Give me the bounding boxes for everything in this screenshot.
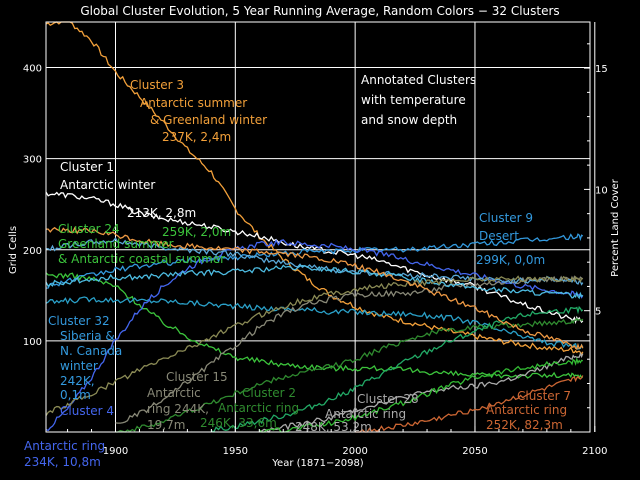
cluster-annotation-line: Antarctic ring bbox=[486, 403, 567, 417]
series-line-cluster-9 bbox=[45, 233, 584, 289]
cluster-annotation-line: Cluster 9 bbox=[479, 211, 533, 225]
annotation-box-line: with temperature bbox=[361, 93, 466, 107]
x-tick-label: 2050 bbox=[462, 446, 487, 457]
series-line-cluster-3 bbox=[45, 21, 584, 356]
annotation-layer: Annotated Clusters with temperature and sn… bbox=[24, 73, 571, 469]
cluster-annotation-line: Antarctic ring bbox=[24, 439, 105, 453]
cluster-annotation-line: 252K, 82,3m bbox=[486, 418, 563, 432]
series-line-cluster-32 bbox=[45, 296, 584, 350]
grid-layer bbox=[46, 22, 596, 432]
y2-tick-label: 10 bbox=[595, 185, 608, 196]
cluster-annotation-line: Cluster 2 bbox=[242, 386, 296, 400]
annotation-box-line: and snow depth bbox=[361, 113, 457, 127]
cluster-annotation-line: Cluster 4 bbox=[60, 404, 114, 418]
x-tick-label: 2000 bbox=[342, 446, 367, 457]
cluster-annotation-line: Siberia & bbox=[60, 329, 115, 343]
x-tick-label: 1950 bbox=[223, 446, 248, 457]
axes-layer: 1900 1950 2000 2050 2100 100 200 300 400 5 10 15 bbox=[23, 21, 608, 457]
series-line-unlabeled bbox=[45, 275, 583, 416]
series-layer bbox=[45, 21, 584, 433]
annotation-box-line: Annotated Clusters bbox=[361, 73, 476, 87]
x-tick-label: 2100 bbox=[582, 446, 607, 457]
cluster-annotation-line: Cluster 1 bbox=[60, 160, 114, 174]
cluster-annotation-line: N. Canada bbox=[60, 344, 122, 358]
x-tick-label: 1900 bbox=[103, 446, 128, 457]
cluster-annotation-line: Antarctic ring bbox=[218, 401, 299, 415]
cluster-annotation-line: Antarctic summer bbox=[140, 96, 247, 110]
cluster-annotation-line: 19,7m bbox=[147, 418, 185, 432]
y-tick-label: 200 bbox=[23, 246, 42, 257]
cluster-annotation-line: Cluster 3 bbox=[130, 78, 184, 92]
plot-frame bbox=[45, 21, 591, 433]
cluster-annotation-line: 234K, 10,8m bbox=[24, 455, 101, 469]
cluster-annotation-line: & Greenland winter bbox=[150, 113, 267, 127]
cluster-annotation-line: Cluster 24 bbox=[58, 222, 120, 236]
series-line-cluster-28 bbox=[259, 351, 584, 433]
series-line-unlabeled bbox=[45, 264, 584, 300]
cluster-annotation-line: 248K, 53,2m bbox=[295, 420, 372, 434]
cluster-annotation-line: Antarctic ring bbox=[325, 407, 406, 421]
cluster-annotation-line: Cluster 15 bbox=[166, 370, 228, 384]
cluster-annotation-line: 246K, 33,6m bbox=[200, 416, 277, 430]
series-line-cluster-7 bbox=[355, 375, 584, 433]
y-tick-label: 300 bbox=[23, 155, 42, 166]
cluster-annotation-line: winter bbox=[60, 359, 98, 373]
series-line-unlabeled bbox=[46, 226, 584, 350]
cluster-annotation-line: 242K, bbox=[60, 374, 95, 388]
cluster-annotation-line: 299K, 0,0m bbox=[476, 253, 545, 267]
y-tick-label: 400 bbox=[23, 64, 42, 75]
series-line-unlabeled bbox=[258, 356, 584, 433]
cluster-annotation-line: ring 244K, bbox=[147, 402, 209, 416]
cluster-annotation-line: Cluster 28 bbox=[357, 392, 419, 406]
y2-tick-label: 5 bbox=[595, 307, 601, 318]
y2-tick-label: 15 bbox=[595, 64, 608, 75]
series-line-unlabeled bbox=[211, 305, 584, 433]
series-line-unlabeled bbox=[45, 237, 584, 286]
y2-axis-label: Percent Land Cover bbox=[610, 178, 621, 277]
cluster-annotation-line: Cluster 7 bbox=[517, 389, 571, 403]
chart-title: Global Cluster Evolution, 5 Year Running… bbox=[80, 4, 559, 18]
cluster-annotation-line: 213K, 2,8m bbox=[127, 206, 196, 220]
series-line-cluster-24 bbox=[45, 272, 583, 380]
cluster-annotation-line: Cluster 32 bbox=[48, 314, 110, 328]
y-axis-label: Grid Cells bbox=[8, 226, 19, 274]
cluster-annotation-line: Desert bbox=[479, 229, 519, 243]
x-axis-label: Year (1871−2098) bbox=[271, 458, 364, 469]
y-tick-label: 100 bbox=[23, 337, 42, 348]
cluster-annotation-line: & Antarctic coastal summer bbox=[58, 252, 225, 266]
cluster-annotation-line: Antarctic bbox=[147, 386, 201, 400]
cluster-annotation-line: 0,1m bbox=[60, 388, 91, 402]
cluster-annotation-line: 237K, 2,4m bbox=[162, 130, 231, 144]
cluster-annotation-line: Greenland summer bbox=[58, 237, 174, 251]
cluster-annotation-line: 259K, 2,0m bbox=[162, 225, 231, 239]
cluster-annotation-line: Antarctic winter bbox=[60, 178, 155, 192]
